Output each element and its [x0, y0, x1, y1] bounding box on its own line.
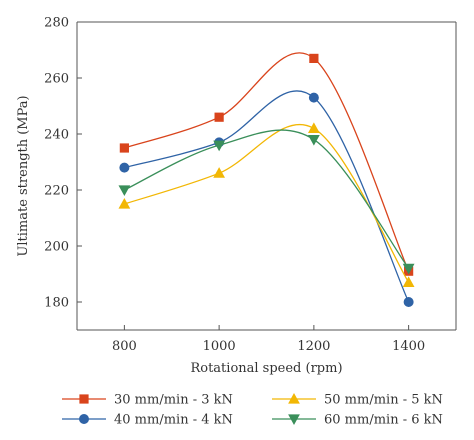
data-point: [307, 134, 320, 146]
series-group: [118, 122, 415, 288]
legend-marker: [79, 413, 90, 424]
legend-label: 40 mm/min - 4 kN: [114, 413, 233, 428]
legend: 30 mm/min - 3 kN 40 mm/min - 4 kN 50 mm/mi…: [62, 393, 443, 428]
series-group: [119, 90, 414, 307]
y-tick-label: 260: [44, 72, 69, 87]
data-point: [118, 185, 131, 197]
plot-area: [76, 21, 457, 331]
legend-label: 60 mm/min - 6 kN: [324, 413, 443, 428]
data-point: [119, 162, 130, 173]
series-line: [124, 129, 410, 269]
data-point: [213, 167, 226, 178]
legend-item: 50 mm/min - 5 kN: [272, 393, 443, 408]
series-layer: [118, 52, 415, 307]
data-point: [308, 92, 319, 103]
data-point: [214, 112, 224, 122]
data-point: [402, 276, 415, 288]
x-tick-label: 1400: [392, 339, 425, 354]
y-axis-ticks: 180 200 220 240 260 280: [44, 16, 82, 311]
legend-marker: [288, 414, 300, 426]
data-point: [119, 143, 129, 153]
legend-item: 60 mm/min - 6 kN: [272, 413, 443, 428]
data-point: [118, 197, 131, 209]
legend-marker: [79, 394, 89, 404]
y-tick-label: 240: [44, 128, 69, 143]
legend-item: 30 mm/min - 3 kN: [62, 393, 233, 408]
x-axis-ticks: 800 1000 1200 1400: [112, 325, 425, 354]
series-line: [124, 52, 410, 272]
x-tick-label: 1200: [297, 339, 330, 354]
series-group: [118, 129, 415, 275]
y-tick-label: 200: [44, 240, 69, 255]
series-line: [124, 123, 410, 283]
y-tick-label: 220: [44, 184, 69, 199]
legend-marker: [288, 392, 300, 404]
series-group: [119, 52, 414, 276]
series-line: [124, 90, 410, 303]
y-axis-title: Ultimate strength (MPa): [16, 95, 31, 256]
y-tick-label: 280: [44, 16, 69, 31]
data-point: [213, 140, 226, 152]
y-tick-label: 180: [44, 296, 69, 311]
data-point: [307, 122, 320, 134]
x-tick-label: 800: [112, 339, 137, 354]
x-tick-label: 1000: [203, 339, 236, 354]
x-axis-title: Rotational speed (rpm): [190, 361, 342, 376]
legend-label: 50 mm/min - 5 kN: [324, 393, 443, 408]
data-point: [309, 53, 319, 64]
data-point: [402, 263, 415, 275]
legend-item: 40 mm/min - 4 kN: [62, 413, 233, 428]
legend-label: 30 mm/min - 3 kN: [114, 393, 233, 408]
data-point: [403, 296, 414, 307]
